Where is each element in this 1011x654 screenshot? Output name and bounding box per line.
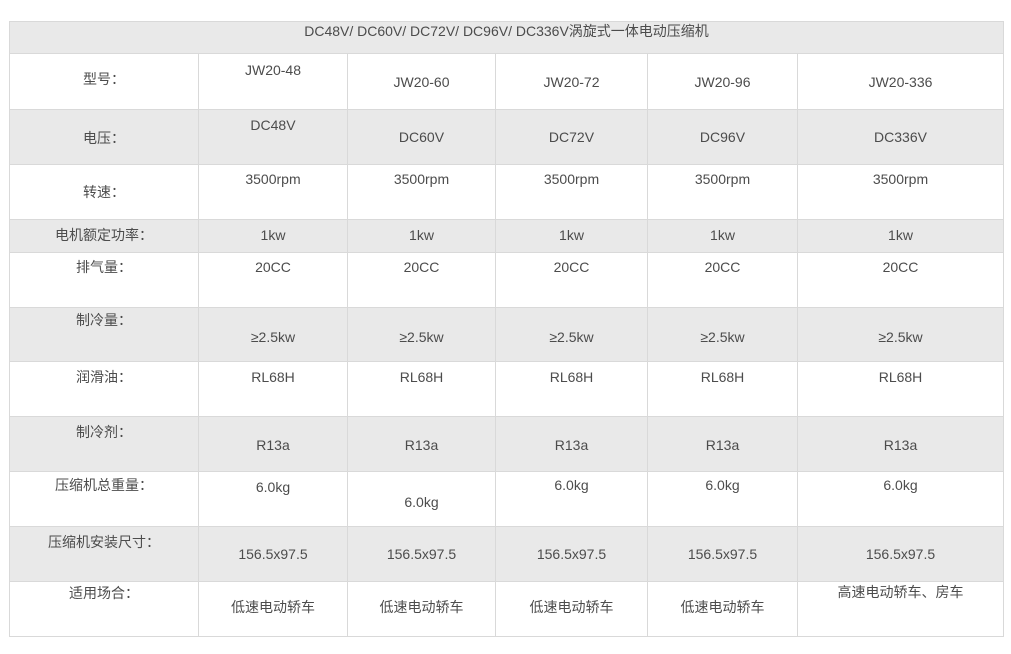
- row-displacement: 排气量： 20CC 20CC 20CC 20CC 20CC: [9, 252, 1004, 308]
- spec-cell: ≥2.5kw: [647, 307, 798, 362]
- spec-cell: ≥2.5kw: [797, 307, 1004, 362]
- spec-cell: 3500rpm: [797, 164, 1004, 220]
- spec-cell: 6.0kg: [198, 471, 348, 527]
- row-label: 压缩机安装尺寸：: [9, 526, 199, 582]
- row-model: 型号： JW20-48 JW20-60 JW20-72 JW20-96 JW20…: [9, 53, 1004, 110]
- spec-cell: 高速电动轿车、房车: [797, 581, 1004, 637]
- row-speed: 转速： 3500rpm 3500rpm 3500rpm 3500rpm 3500…: [9, 164, 1004, 220]
- spec-cell: DC72V: [495, 109, 648, 165]
- spec-cell: 1kw: [347, 219, 496, 253]
- spec-cell: DC336V: [797, 109, 1004, 165]
- compressor-spec-table-wrap: DC48V/ DC60V/ DC72V/ DC96V/ DC336V涡旋式一体电…: [9, 21, 1004, 637]
- spec-cell: R13a: [198, 416, 348, 472]
- spec-cell: RL68H: [495, 361, 648, 417]
- row-refrigerant: 制冷剂： R13a R13a R13a R13a R13a: [9, 416, 1004, 472]
- spec-cell: 20CC: [797, 252, 1004, 308]
- spec-cell: 20CC: [647, 252, 798, 308]
- spec-cell: 156.5x97.5: [347, 526, 496, 582]
- row-label: 电机额定功率：: [9, 219, 199, 253]
- row-mounting-size: 压缩机安装尺寸： 156.5x97.5 156.5x97.5 156.5x97.…: [9, 526, 1004, 582]
- compressor-spec-table: DC48V/ DC60V/ DC72V/ DC96V/ DC336V涡旋式一体电…: [9, 21, 1004, 637]
- spec-cell: 3500rpm: [347, 164, 496, 220]
- spec-cell: 低速电动轿车: [198, 581, 348, 637]
- spec-cell: R13a: [797, 416, 1004, 472]
- spec-cell: RL68H: [797, 361, 1004, 417]
- spec-cell: R13a: [647, 416, 798, 472]
- row-label: 适用场合：: [9, 581, 199, 637]
- spec-cell: R13a: [495, 416, 648, 472]
- row-label: 电压：: [9, 109, 199, 165]
- spec-cell: 156.5x97.5: [495, 526, 648, 582]
- spec-cell: ≥2.5kw: [198, 307, 348, 362]
- row-cooling-capacity: 制冷量： ≥2.5kw ≥2.5kw ≥2.5kw ≥2.5kw ≥2.5kw: [9, 307, 1004, 362]
- spec-cell: 1kw: [198, 219, 348, 253]
- spec-cell: 20CC: [495, 252, 648, 308]
- spec-cell: RL68H: [198, 361, 348, 417]
- spec-cell: JW20-96: [647, 53, 798, 110]
- spec-cell: 3500rpm: [198, 164, 348, 220]
- spec-cell: JW20-48: [198, 53, 348, 110]
- row-lubricant: 润滑油： RL68H RL68H RL68H RL68H RL68H: [9, 361, 1004, 417]
- row-motor-rated-power: 电机额定功率： 1kw 1kw 1kw 1kw 1kw: [9, 219, 1004, 253]
- spec-cell: RL68H: [347, 361, 496, 417]
- spec-cell: 156.5x97.5: [198, 526, 348, 582]
- row-label: 型号：: [9, 53, 199, 110]
- spec-cell: 低速电动轿车: [347, 581, 496, 637]
- spec-cell: 1kw: [797, 219, 1004, 253]
- spec-cell: RL68H: [647, 361, 798, 417]
- spec-cell: 1kw: [495, 219, 648, 253]
- row-label: 排气量：: [9, 252, 199, 308]
- spec-cell: 低速电动轿车: [495, 581, 648, 637]
- row-label: 压缩机总重量：: [9, 471, 199, 527]
- spec-cell: 3500rpm: [495, 164, 648, 220]
- spec-cell: 6.0kg: [647, 471, 798, 527]
- spec-cell: DC96V: [647, 109, 798, 165]
- spec-cell: 3500rpm: [647, 164, 798, 220]
- table-header-row: DC48V/ DC60V/ DC72V/ DC96V/ DC336V涡旋式一体电…: [9, 21, 1004, 54]
- spec-cell: ≥2.5kw: [347, 307, 496, 362]
- spec-cell: 156.5x97.5: [797, 526, 1004, 582]
- spec-cell: ≥2.5kw: [495, 307, 648, 362]
- spec-cell: 6.0kg: [347, 471, 496, 527]
- row-label: 制冷量：: [9, 307, 199, 362]
- spec-cell: 6.0kg: [797, 471, 1004, 527]
- spec-cell: DC48V: [198, 109, 348, 165]
- spec-cell: 1kw: [647, 219, 798, 253]
- spec-cell: 低速电动轿车: [647, 581, 798, 637]
- spec-cell: R13a: [347, 416, 496, 472]
- spec-cell: JW20-60: [347, 53, 496, 110]
- row-label: 转速：: [9, 164, 199, 220]
- row-label: 润滑油：: [9, 361, 199, 417]
- row-application: 适用场合： 低速电动轿车 低速电动轿车 低速电动轿车 低速电动轿车 高速电动轿车…: [9, 581, 1004, 637]
- spec-cell: JW20-336: [797, 53, 1004, 110]
- spec-cell: 6.0kg: [495, 471, 648, 527]
- spec-cell: 20CC: [347, 252, 496, 308]
- row-total-weight: 压缩机总重量： 6.0kg 6.0kg 6.0kg 6.0kg 6.0kg: [9, 471, 1004, 527]
- row-label: 制冷剂：: [9, 416, 199, 472]
- spec-cell: DC60V: [347, 109, 496, 165]
- spec-cell: JW20-72: [495, 53, 648, 110]
- row-voltage: 电压： DC48V DC60V DC72V DC96V DC336V: [9, 109, 1004, 165]
- spec-cell: 156.5x97.5: [647, 526, 798, 582]
- spec-cell: 20CC: [198, 252, 348, 308]
- table-title: DC48V/ DC60V/ DC72V/ DC96V/ DC336V涡旋式一体电…: [9, 21, 1004, 54]
